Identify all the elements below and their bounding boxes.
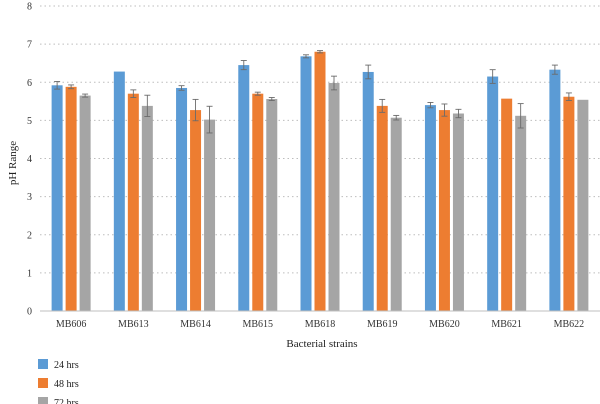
bar	[204, 119, 216, 311]
bar	[452, 113, 464, 311]
x-tick-label: MB619	[367, 319, 398, 330]
bar	[563, 96, 575, 311]
y-tick-label: 4	[27, 154, 32, 165]
bar	[79, 95, 91, 311]
bar	[390, 117, 402, 311]
bar	[113, 71, 125, 311]
x-tick-label: MB618	[305, 319, 336, 330]
bar	[266, 99, 278, 312]
legend-label: 72 hrs	[54, 398, 79, 404]
bar	[141, 105, 153, 311]
y-tick-label: 0	[27, 307, 32, 318]
bar	[501, 98, 513, 311]
bar	[238, 65, 250, 311]
legend: 24 hrs 48 hrs 72 hrs	[38, 359, 79, 404]
y-tick-label: 6	[27, 78, 32, 89]
legend-swatch	[38, 397, 48, 404]
x-tick-label: MB621	[491, 319, 522, 330]
bar	[314, 51, 326, 311]
legend-swatch	[38, 359, 48, 369]
y-tick-label: 8	[27, 2, 32, 13]
x-axis: MB606 MB613 MB614 MB615 MB618 MB619 MB620 MB621…	[40, 310, 600, 330]
bar	[577, 99, 589, 311]
bar	[127, 93, 139, 311]
y-tick-label: 7	[27, 40, 32, 51]
bar	[51, 85, 63, 311]
bar	[252, 93, 264, 311]
legend-swatch	[38, 378, 48, 388]
legend-item: 72 hrs	[38, 397, 79, 404]
y-tick-label: 1	[27, 268, 32, 279]
x-tick-label: MB620	[429, 319, 460, 330]
x-tick-label: MB614	[180, 319, 211, 330]
bar	[549, 69, 561, 311]
x-tick-label: MB613	[118, 319, 149, 330]
y-tick-label: 5	[27, 116, 32, 127]
bar	[487, 76, 499, 311]
y-tick-label: 2	[27, 230, 32, 241]
bar	[300, 56, 312, 312]
legend-label: 24 hrs	[54, 360, 79, 371]
bar	[328, 83, 340, 311]
x-tick-label: MB606	[56, 319, 87, 330]
bar	[65, 86, 77, 311]
bar	[515, 115, 527, 311]
bar	[376, 105, 388, 311]
x-tick-label: MB622	[554, 319, 585, 330]
y-tick-label: 3	[27, 192, 32, 203]
bar	[424, 105, 436, 311]
bar	[438, 110, 450, 311]
x-axis-title: Bacterial strains	[286, 338, 357, 350]
legend-item: 48 hrs	[38, 378, 79, 390]
y-axis: 0 1 2 3 4 5 6 7 8	[27, 2, 32, 318]
bar	[176, 87, 188, 311]
legend-item: 24 hrs	[38, 359, 79, 371]
x-tick-label: MB615	[242, 319, 273, 330]
legend-label: 48 hrs	[54, 379, 79, 390]
bar	[190, 110, 202, 311]
y-axis-title: pH Range	[7, 141, 19, 185]
bars	[51, 50, 589, 312]
bar	[362, 71, 374, 311]
